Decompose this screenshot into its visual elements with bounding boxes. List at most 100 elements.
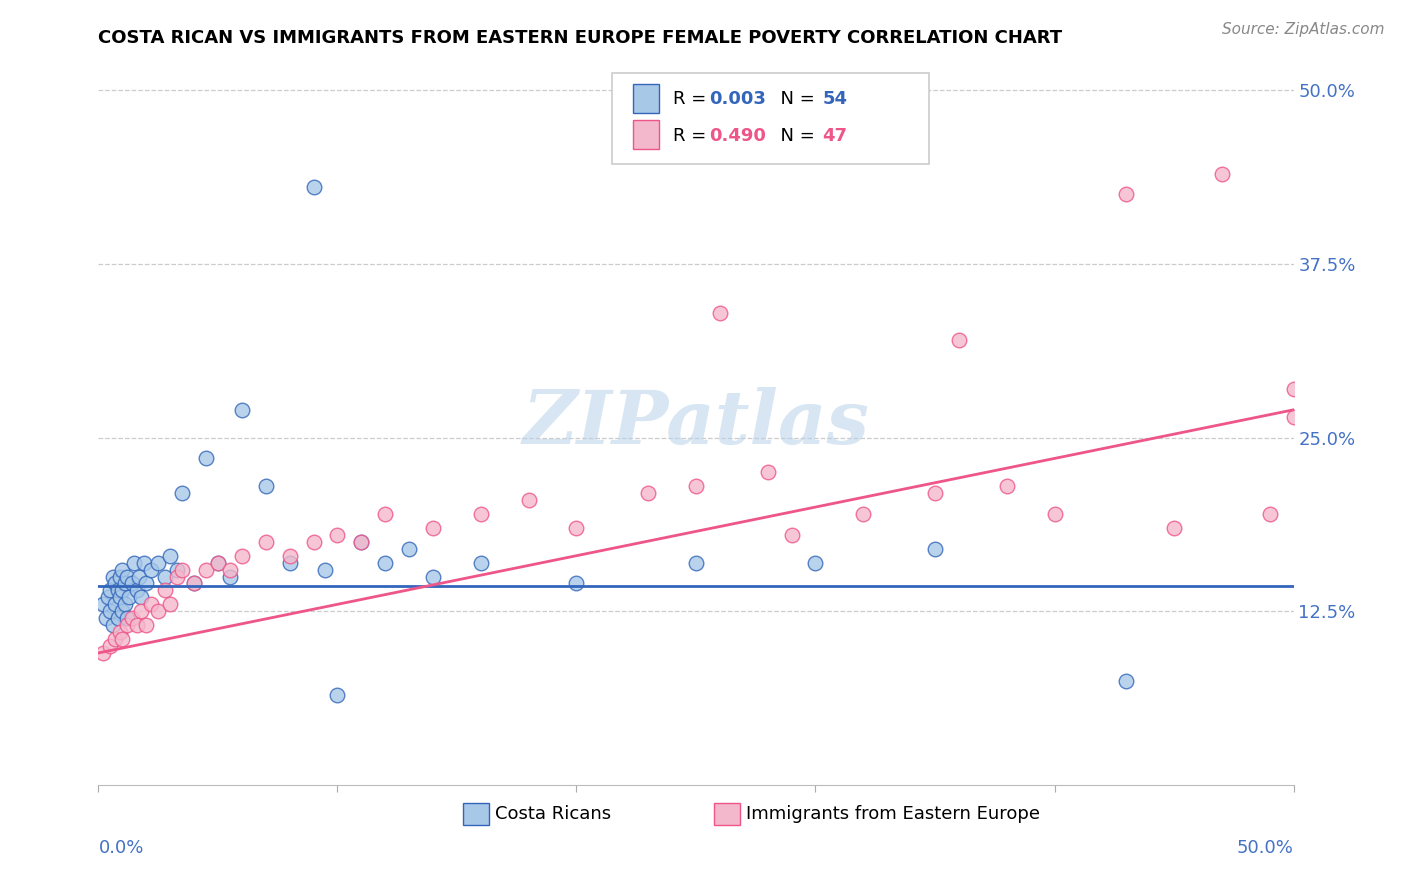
Point	[422, 569, 444, 583]
Point	[91, 646, 114, 660]
Point	[517, 493, 540, 508]
Point	[97, 591, 120, 605]
Point	[350, 534, 373, 549]
Point	[159, 549, 181, 563]
Point	[98, 583, 122, 598]
Point	[115, 569, 138, 583]
Point	[709, 305, 731, 319]
Point	[565, 521, 588, 535]
Point	[111, 632, 134, 646]
Text: COSTA RICAN VS IMMIGRANTS FROM EASTERN EUROPE FEMALE POVERTY CORRELATION CHART: COSTA RICAN VS IMMIGRANTS FROM EASTERN E…	[98, 29, 1063, 47]
Point	[637, 486, 659, 500]
Point	[254, 479, 277, 493]
Point	[107, 611, 129, 625]
Point	[195, 563, 218, 577]
Point	[1115, 187, 1137, 202]
Point	[948, 334, 970, 348]
Point	[115, 618, 138, 632]
Point	[94, 611, 117, 625]
Point	[995, 479, 1018, 493]
FancyBboxPatch shape	[463, 803, 489, 825]
Point	[685, 556, 707, 570]
Text: N =: N =	[769, 89, 820, 108]
Point	[166, 569, 188, 583]
Point	[166, 563, 188, 577]
Point	[326, 688, 349, 702]
Point	[326, 528, 349, 542]
Point	[91, 598, 114, 612]
Point	[219, 563, 242, 577]
Point	[101, 618, 124, 632]
Point	[111, 583, 134, 598]
Point	[148, 604, 170, 618]
Point	[804, 556, 827, 570]
Text: 47: 47	[823, 128, 848, 145]
Point	[98, 639, 122, 653]
Point	[1258, 507, 1281, 521]
Point	[104, 632, 127, 646]
Point	[207, 556, 229, 570]
Point	[924, 541, 946, 556]
FancyBboxPatch shape	[633, 84, 659, 113]
Point	[98, 604, 122, 618]
Point	[139, 598, 162, 612]
Text: Immigrants from Eastern Europe: Immigrants from Eastern Europe	[747, 805, 1040, 822]
Text: 0.0%: 0.0%	[98, 839, 143, 857]
Point	[685, 479, 707, 493]
Text: N =: N =	[769, 128, 820, 145]
Point	[350, 534, 373, 549]
Text: 54: 54	[823, 89, 848, 108]
Text: R =: R =	[673, 128, 713, 145]
Point	[1282, 409, 1305, 424]
Text: ZIPatlas: ZIPatlas	[523, 387, 869, 460]
Point	[131, 604, 153, 618]
Point	[780, 528, 803, 542]
Point	[135, 618, 157, 632]
Point	[278, 556, 301, 570]
Point	[124, 556, 146, 570]
Point	[172, 563, 194, 577]
Point	[1043, 507, 1066, 521]
Point	[219, 569, 242, 583]
Point	[111, 604, 134, 618]
Point	[183, 576, 205, 591]
Point	[207, 556, 229, 570]
Text: 50.0%: 50.0%	[1237, 839, 1294, 857]
Text: R =: R =	[673, 89, 713, 108]
Point	[159, 598, 181, 612]
Point	[148, 556, 170, 570]
Text: 0.490: 0.490	[709, 128, 766, 145]
Point	[924, 486, 946, 500]
Point	[132, 556, 155, 570]
Point	[183, 576, 205, 591]
Point	[108, 591, 131, 605]
Point	[128, 569, 150, 583]
Point	[114, 598, 136, 612]
Point	[1211, 167, 1233, 181]
Point	[470, 507, 492, 521]
Point	[155, 569, 177, 583]
Point	[398, 541, 420, 556]
Point	[1282, 382, 1305, 396]
Point	[155, 583, 177, 598]
Point	[115, 611, 138, 625]
FancyBboxPatch shape	[633, 120, 659, 149]
Point	[121, 611, 143, 625]
Point	[195, 451, 218, 466]
Point	[125, 618, 148, 632]
Point	[565, 576, 588, 591]
Point	[422, 521, 444, 535]
Point	[108, 625, 131, 640]
Point	[374, 556, 396, 570]
Point	[135, 576, 157, 591]
Text: Source: ZipAtlas.com: Source: ZipAtlas.com	[1222, 22, 1385, 37]
FancyBboxPatch shape	[613, 73, 929, 163]
Point	[852, 507, 875, 521]
Point	[278, 549, 301, 563]
Point	[231, 549, 253, 563]
Point	[104, 576, 127, 591]
FancyBboxPatch shape	[714, 803, 740, 825]
Point	[254, 534, 277, 549]
Point	[107, 583, 129, 598]
Point	[470, 556, 492, 570]
